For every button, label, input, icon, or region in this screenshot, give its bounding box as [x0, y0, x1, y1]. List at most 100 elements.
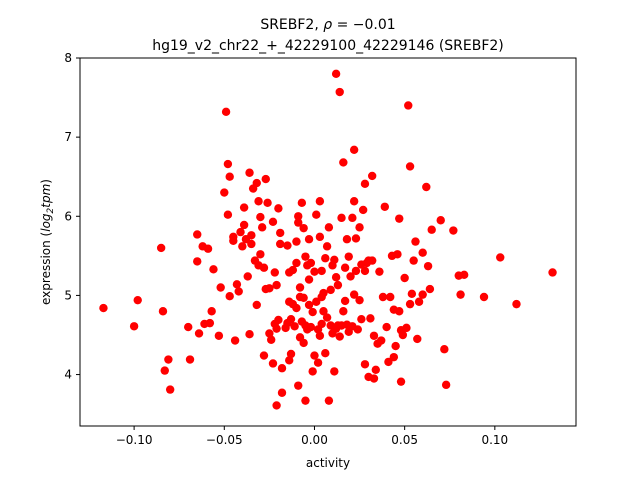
data-point	[252, 300, 261, 310]
data-point	[230, 336, 240, 345]
data-point	[234, 287, 243, 296]
data-point	[395, 307, 404, 316]
data-point	[351, 234, 361, 243]
data-point	[308, 307, 317, 317]
data-point	[548, 268, 557, 277]
data-point	[375, 267, 384, 276]
data-point	[340, 263, 350, 272]
data-point	[277, 388, 287, 397]
axes-frame	[79, 57, 577, 427]
data-point	[270, 268, 279, 277]
data-point	[315, 197, 325, 206]
y-axis-ticks: 4 5 6 7 8	[64, 51, 80, 382]
data-point	[386, 292, 395, 302]
data-point	[290, 322, 299, 331]
data-point	[346, 272, 355, 281]
data-point	[272, 401, 281, 410]
data-point	[405, 299, 415, 309]
data-point	[292, 258, 301, 268]
data-point	[512, 299, 521, 309]
data-point	[339, 158, 348, 167]
data-point	[313, 358, 323, 367]
data-point	[207, 307, 216, 316]
data-point	[209, 265, 218, 274]
data-point	[344, 252, 353, 261]
y-tick-label: 8	[64, 51, 72, 65]
data-point	[254, 197, 263, 206]
data-point	[496, 253, 505, 262]
y-tick-label: 6	[64, 209, 72, 223]
data-point	[205, 318, 215, 328]
data-point	[315, 331, 325, 340]
data-point	[276, 228, 285, 238]
data-point	[389, 352, 399, 362]
data-point	[306, 322, 316, 332]
data-point	[214, 331, 224, 340]
data-point	[223, 210, 233, 219]
x-axis-ticks: −0.10 −0.05 0.00 0.05 0.10	[116, 426, 508, 447]
data-point	[382, 322, 391, 332]
data-point	[259, 351, 269, 360]
data-point	[268, 359, 278, 368]
data-point	[310, 267, 319, 276]
data-point	[340, 296, 350, 306]
data-point	[339, 307, 348, 316]
x-tick-label: 0.10	[481, 433, 508, 447]
data-point	[203, 244, 213, 253]
data-point	[367, 171, 377, 181]
data-point	[409, 256, 418, 265]
data-point	[404, 101, 413, 110]
y-axis-label: expression (log2tpm)	[39, 179, 56, 305]
data-point	[129, 322, 139, 331]
data-point	[371, 365, 380, 375]
y-tick-label: 4	[64, 368, 72, 382]
data-point	[418, 248, 427, 257]
data-point	[272, 324, 281, 333]
x-tick-label: −0.05	[206, 433, 243, 447]
data-point	[360, 179, 370, 189]
data-point	[351, 266, 361, 276]
data-point	[274, 315, 283, 325]
data-point	[229, 232, 238, 242]
data-point	[243, 272, 252, 281]
data-point	[297, 198, 307, 208]
data-point	[239, 220, 249, 230]
data-point	[324, 396, 334, 405]
data-point	[193, 230, 202, 239]
data-point	[156, 243, 166, 253]
data-point	[236, 227, 245, 237]
data-point	[256, 250, 265, 259]
data-point	[378, 292, 388, 302]
data-point	[358, 205, 368, 215]
x-tick-label: −0.10	[116, 433, 153, 447]
data-point	[413, 334, 422, 344]
data-point	[99, 303, 108, 313]
data-point	[425, 284, 435, 294]
data-point	[348, 213, 357, 223]
data-point	[292, 303, 301, 313]
data-point	[357, 314, 366, 324]
data-point	[304, 275, 314, 284]
data-point	[335, 87, 344, 97]
x-tick-label: 0.00	[301, 433, 328, 447]
data-point	[299, 293, 308, 302]
data-point	[411, 237, 420, 246]
data-point	[247, 239, 256, 249]
data-point	[301, 252, 310, 261]
data-point	[256, 212, 265, 222]
data-point	[257, 223, 267, 232]
data-point	[418, 290, 427, 299]
data-point	[266, 335, 276, 344]
data-point	[342, 235, 352, 244]
data-point	[395, 214, 404, 223]
data-point	[355, 223, 364, 232]
data-point	[294, 218, 303, 227]
data-point	[292, 237, 301, 246]
data-point	[277, 364, 287, 373]
plot-area	[80, 58, 576, 426]
data-point	[286, 349, 296, 359]
data-point	[317, 266, 326, 276]
data-point	[288, 265, 298, 275]
data-point	[324, 223, 334, 232]
